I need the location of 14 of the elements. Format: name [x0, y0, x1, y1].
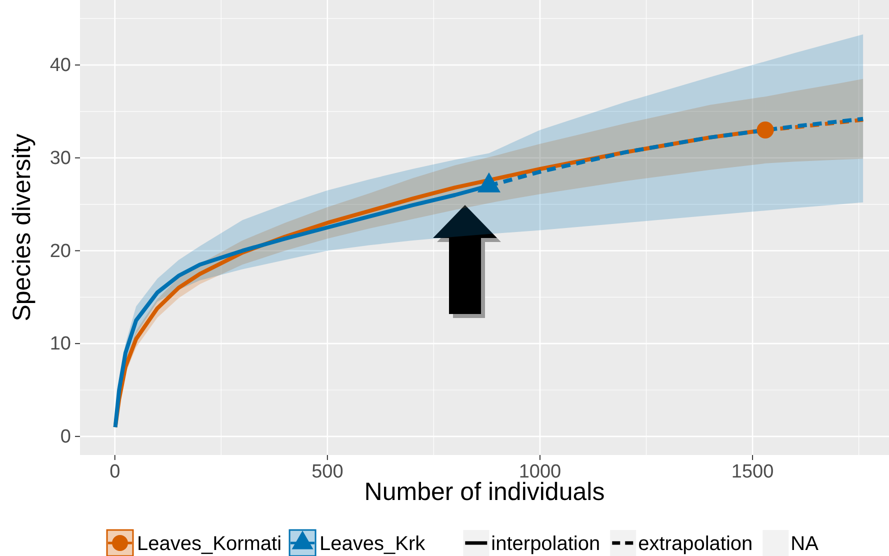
y-tick-label: 10: [50, 334, 71, 355]
text: interpolation: [491, 533, 600, 555]
legend-label: Leaves_Kormati: [137, 533, 282, 555]
text: extrapolation: [638, 533, 753, 555]
x-tick-label: 1500: [731, 461, 774, 482]
y-axis-title: Species diversity: [8, 133, 36, 322]
text: NA: [790, 533, 820, 555]
y-tick-label: 0: [60, 426, 71, 448]
y-tick-label: 30: [50, 148, 71, 169]
x-tick-label: 500: [312, 461, 344, 482]
legend-label: Leaves_Krk: [320, 533, 426, 555]
x-tick-label: 0: [110, 461, 120, 482]
y-tick-label: 20: [50, 240, 71, 262]
y-tick-label: 40: [50, 55, 71, 76]
